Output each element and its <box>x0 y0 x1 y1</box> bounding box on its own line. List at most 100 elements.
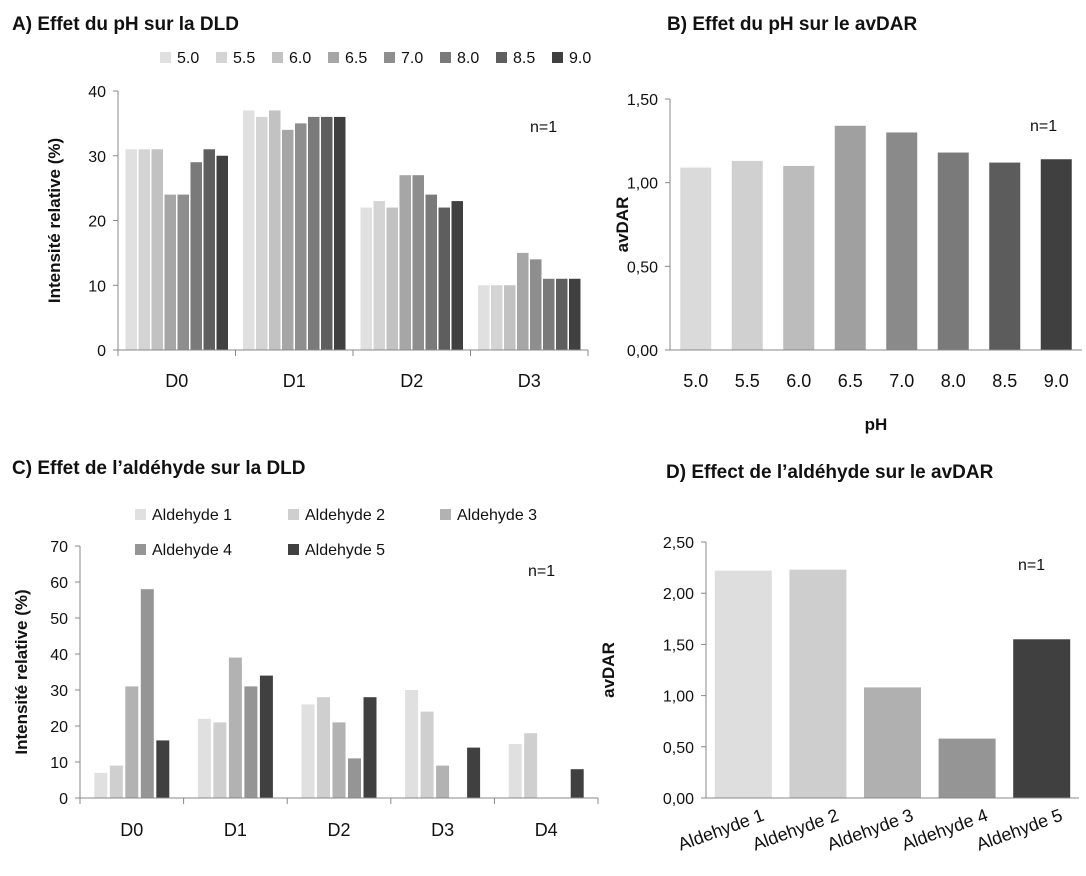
chart-c-y-tick-label: 50 <box>50 611 68 628</box>
chart-a-bar <box>451 201 463 350</box>
chart-a-bar <box>164 194 176 350</box>
chart-b-category-label: 9.0 <box>1044 371 1069 391</box>
chart-b-category-label: 8.0 <box>941 371 966 391</box>
chart-b-bar <box>886 132 918 350</box>
chart-a-bar <box>190 162 202 350</box>
chart-d-y-tick-label: 0,00 <box>663 791 694 808</box>
chart-c-y-tick-label: 60 <box>50 575 68 592</box>
chart-c-bar <box>140 589 154 798</box>
chart-a-bar <box>517 252 529 350</box>
chart-d-y-tick-label: 2,50 <box>663 535 694 552</box>
chart-c-legend-label: Aldehyde 5 <box>305 542 385 559</box>
chart-b-bar <box>731 160 763 350</box>
chart-b-bar <box>937 152 969 350</box>
chart-b-x-axis-title: pH <box>865 415 888 434</box>
chart-c-bar <box>109 765 123 798</box>
chart-b-category-label: 8.5 <box>992 371 1017 391</box>
chart-b-category-label: 6.5 <box>838 371 863 391</box>
chart-b-bar <box>989 162 1021 350</box>
chart-c-bar <box>317 697 330 798</box>
chart-a-y-tick-label: 0 <box>97 343 106 360</box>
chart-a-y-tick-label: 40 <box>88 84 106 101</box>
chart-a-bar <box>203 149 215 350</box>
chart-c-bar <box>94 772 108 798</box>
chart-c-category-label: D4 <box>535 820 558 840</box>
chart-a-bar <box>412 175 424 350</box>
chart-a-bar <box>360 207 372 350</box>
chart-a-y-tick-label: 30 <box>88 149 106 166</box>
chart-c-category-label: D3 <box>431 820 454 840</box>
chart-c-bar <box>524 733 538 798</box>
chart-c-category-label: D1 <box>224 820 247 840</box>
chart-b-annotation: n=1 <box>1030 118 1057 135</box>
chart-b-y-tick-label: 1,00 <box>627 176 658 193</box>
chart-a-legend-swatch <box>440 52 451 63</box>
chart-c-bar <box>436 765 450 798</box>
chart-b-bar <box>783 165 815 350</box>
chart-a-category-label: D0 <box>165 371 188 391</box>
chart-a-bar <box>373 201 385 350</box>
chart-a-category-label: D1 <box>283 371 306 391</box>
chart-a-bar <box>386 207 398 350</box>
chart-a-bar <box>504 285 516 350</box>
chart-c-legend-swatch <box>440 509 451 520</box>
chart-b-bar <box>834 125 866 350</box>
chart-d-y-tick-label: 1,50 <box>663 637 694 654</box>
chart-c-y-axis-title: Intensité relative (%) <box>12 589 31 754</box>
chart-a-legend-swatch <box>496 52 507 63</box>
chart-c-legend-label: Aldehyde 1 <box>152 507 232 524</box>
chart-c-bar <box>244 686 258 798</box>
chart-a-legend-label: 9.0 <box>569 50 591 67</box>
chart-a-bar <box>491 285 503 350</box>
chart-b-category-label: 5.0 <box>683 371 708 391</box>
chart-c-bar <box>467 747 481 798</box>
chart-a-bar <box>308 116 320 351</box>
chart-d-y-tick-label: 2,00 <box>663 586 694 603</box>
chart-a-bar <box>569 278 581 350</box>
chart-a-bar <box>425 194 437 350</box>
chart-a-y-axis-title: Intensité relative (%) <box>45 138 64 303</box>
chart-c-bar <box>301 704 315 798</box>
chart-a-bar <box>269 110 281 350</box>
chart-a-category-label: D2 <box>400 371 423 391</box>
chart-c-bar <box>405 690 419 798</box>
chart-c-bar <box>570 769 584 798</box>
chart-a-legend-swatch <box>384 52 395 63</box>
chart-a-bar <box>543 278 555 350</box>
chart-b-y-axis-title: avDAR <box>613 197 632 253</box>
chart-c-bar <box>228 657 242 798</box>
chart-a-bar <box>438 207 450 350</box>
chart-a-legend-label: 8.0 <box>457 50 479 67</box>
chart-a-bar <box>243 110 255 350</box>
chart-a-bar <box>295 123 307 350</box>
chart-a-legend-label: 7.0 <box>401 50 423 67</box>
chart-a-bar <box>530 259 542 350</box>
chart-a-legend-label: 5.5 <box>233 50 255 67</box>
chart-c-bar <box>363 697 377 798</box>
chart-d-bar <box>1013 639 1071 798</box>
chart-c-bar <box>213 722 227 798</box>
chart-a-bar <box>138 149 150 350</box>
chart-d-category-label: Aldehyde 5 <box>974 805 1065 855</box>
chart-a-bar <box>216 155 228 350</box>
chart-d-bar <box>714 570 772 798</box>
chart-c-y-tick-label: 0 <box>59 791 68 808</box>
chart-b-category-label: 7.0 <box>889 371 914 391</box>
panel-a-title: A) Effet du pH sur la DLD <box>12 14 239 35</box>
panel-b-title: B) Effet du pH sur le avDAR <box>667 14 918 35</box>
chart-d-bar <box>864 687 921 798</box>
chart-c-bar <box>332 722 346 798</box>
chart-c-legend-swatch <box>288 544 299 555</box>
chart-a-legend-label: 6.0 <box>289 50 311 67</box>
chart-c-bar <box>420 711 434 798</box>
chart-c-bar <box>348 758 361 798</box>
chart-a-legend-swatch <box>272 52 283 63</box>
chart-d-annotation: n=1 <box>1018 557 1045 574</box>
chart-c-y-tick-label: 20 <box>50 719 68 736</box>
chart-a-legend-swatch <box>216 52 227 63</box>
chart-c-bar <box>508 744 522 798</box>
chart-a-y-tick-label: 20 <box>88 214 106 231</box>
chart-a-bar <box>321 116 333 351</box>
chart-c-bar <box>197 718 211 798</box>
